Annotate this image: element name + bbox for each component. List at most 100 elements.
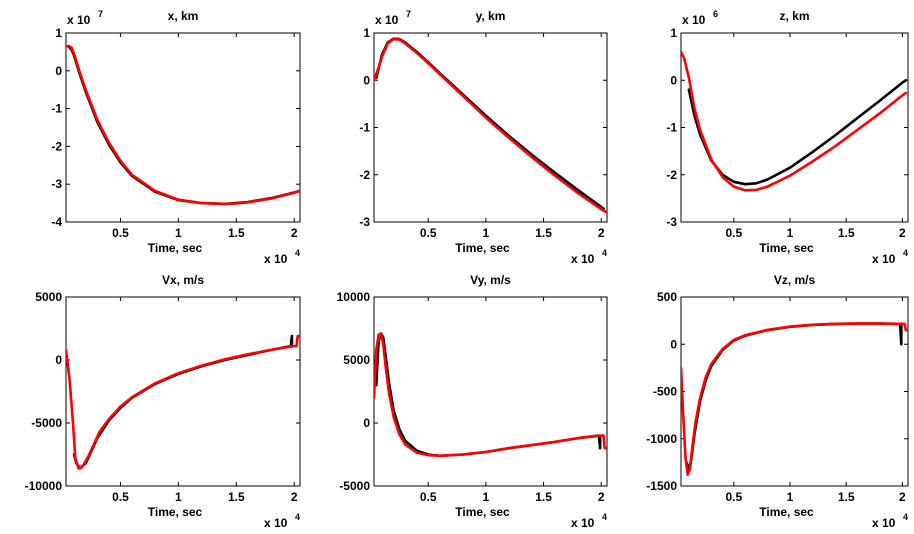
x-axis-label: Time, sec xyxy=(148,241,203,255)
subplot-6: 0.5 1 1.5 2 -1500 -1000 -500 0 500 Vz, m/s Time, s… xyxy=(646,273,909,530)
x-axis-multiplier: x 10 xyxy=(872,252,896,266)
x-axis-multiplier: x 10 xyxy=(571,252,595,266)
series-line-red xyxy=(374,332,607,458)
y-tick-label: -3 xyxy=(666,215,677,229)
y-tick-label: 5000 xyxy=(35,290,62,304)
y-tick-label: -3 xyxy=(359,215,370,229)
x-tick-label: 1.5 xyxy=(228,226,245,240)
x-tick-label: 0.5 xyxy=(725,490,742,504)
x-tick-label: 1 xyxy=(175,226,182,240)
series-line-black xyxy=(67,44,300,206)
subplot-title: Vy, m/s xyxy=(470,273,511,287)
x-axis-multiplier-exponent: 4 xyxy=(602,248,607,258)
x-axis-multiplier-exponent: 4 xyxy=(602,512,607,522)
y-tick-label: -1 xyxy=(51,102,62,116)
y-tick-label: 1 xyxy=(363,26,370,40)
y-tick-label: 0 xyxy=(55,353,62,367)
y-tick-label: 0 xyxy=(363,73,370,87)
x-tick-label: 0.5 xyxy=(112,490,129,504)
x-axis-multiplier-exponent: 4 xyxy=(903,248,908,258)
y-tick-label: 1 xyxy=(55,26,62,40)
y-tick-label: -4 xyxy=(51,215,62,229)
y-axis-multiplier-exponent: 6 xyxy=(713,9,718,19)
y-tick-label: 0 xyxy=(670,337,677,351)
x-tick-label: 1 xyxy=(175,490,182,504)
x-tick-label: 2 xyxy=(598,490,605,504)
x-tick-label: 0.5 xyxy=(420,490,437,504)
x-tick-label: 1.5 xyxy=(228,490,245,504)
y-tick-label: 500 xyxy=(657,290,677,304)
y-tick-label: -2 xyxy=(666,168,677,182)
y-tick-label: -1 xyxy=(666,121,677,135)
series-line-red xyxy=(681,322,908,477)
x-axis-label: Time, sec xyxy=(148,505,203,519)
y-tick-label: 10000 xyxy=(337,290,371,304)
subplot-3: 0.5 1 1.5 2 -3 -2 -1 0 1 z, km Time, sec x 10 4 x 10 6 xyxy=(666,9,909,266)
axes-box xyxy=(680,32,909,223)
y-tick-label: -5000 xyxy=(31,416,62,430)
subplot-4: 0.5 1 1.5 2 -10000 -5000 0 5000 Vx, m/s Time, sec… xyxy=(25,273,301,530)
axes-box xyxy=(373,296,608,487)
y-tick-label: -1500 xyxy=(646,479,677,493)
x-tick-label: 0.5 xyxy=(112,226,129,240)
x-axis-label: Time, sec xyxy=(759,505,814,519)
series-line-black xyxy=(685,322,903,472)
axes-box xyxy=(65,32,301,223)
x-axis-multiplier: x 10 xyxy=(571,516,595,530)
y-axis-multiplier-exponent: 7 xyxy=(98,9,103,19)
y-tick-label: -1 xyxy=(359,121,370,135)
series-line-red xyxy=(374,37,607,214)
x-tick-label: 1.5 xyxy=(838,226,855,240)
series-line-black xyxy=(687,79,908,186)
series-line-red xyxy=(66,44,300,206)
y-axis-multiplier: x 10 xyxy=(375,13,399,27)
series-line-red xyxy=(66,334,300,470)
y-axis-multiplier: x 10 xyxy=(682,13,706,27)
x-axis-multiplier-exponent: 4 xyxy=(295,248,300,258)
x-tick-label: 1 xyxy=(483,490,490,504)
y-tick-label: 5000 xyxy=(343,353,370,367)
series-line-black xyxy=(374,37,605,211)
y-tick-label: -2 xyxy=(51,139,62,153)
x-axis-multiplier: x 10 xyxy=(264,252,288,266)
subplot-title: y, km xyxy=(476,9,506,23)
x-tick-label: 2 xyxy=(899,226,906,240)
axes-box xyxy=(373,32,608,223)
y-axis-multiplier: x 10 xyxy=(67,13,91,27)
x-axis-multiplier: x 10 xyxy=(264,516,288,530)
x-tick-label: 2 xyxy=(291,490,298,504)
x-axis-label: Time, sec xyxy=(455,241,510,255)
x-tick-label: 1.5 xyxy=(838,490,855,504)
subplot-title: Vx, m/s xyxy=(162,273,204,287)
subplot-title: Vz, m/s xyxy=(774,273,816,287)
y-tick-label: -500 xyxy=(653,385,677,399)
x-axis-label: Time, sec xyxy=(759,241,814,255)
x-axis-label: Time, sec xyxy=(455,505,510,519)
x-axis-multiplier-exponent: 4 xyxy=(903,512,908,522)
x-tick-label: 0.5 xyxy=(420,226,437,240)
y-tick-label: 0 xyxy=(670,73,677,87)
series-line-black xyxy=(374,332,602,458)
subplot-2: 0.5 1 1.5 2 -3 -2 -1 0 1 y, km Time, sec x 10 4 x 10 7 xyxy=(359,9,608,266)
series-line-red xyxy=(681,50,908,192)
y-tick-label: 0 xyxy=(363,416,370,430)
y-tick-label: -10000 xyxy=(25,479,63,493)
subplot-1: 0.5 1 1.5 2 -4 -3 -2 -1 0 1 x, km Time, sec x 10 4 x 1… xyxy=(51,9,301,266)
y-tick-label: -2 xyxy=(359,168,370,182)
x-tick-label: 2 xyxy=(899,490,906,504)
y-axis-multiplier-exponent: 7 xyxy=(406,9,411,19)
x-axis-multiplier-exponent: 4 xyxy=(295,512,300,522)
y-tick-label: -5000 xyxy=(339,479,370,493)
x-tick-label: 2 xyxy=(291,226,298,240)
y-tick-label: 0 xyxy=(55,64,62,78)
x-tick-label: 1.5 xyxy=(535,226,552,240)
axes-box xyxy=(65,296,301,487)
x-axis-multiplier: x 10 xyxy=(872,516,896,530)
subplot-title: x, km xyxy=(168,9,199,23)
y-tick-label: 1 xyxy=(670,26,677,40)
subplot-5: 0.5 1 1.5 2 -5000 0 5000 10000 Vy, m/s Time, sec x… xyxy=(337,273,608,530)
series-line-black xyxy=(72,334,294,470)
x-tick-label: 1 xyxy=(787,226,794,240)
y-tick-label: -3 xyxy=(51,177,62,191)
